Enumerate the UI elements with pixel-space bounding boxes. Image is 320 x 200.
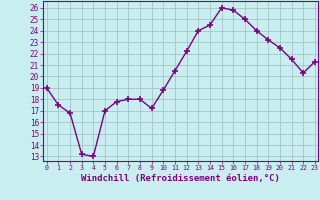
X-axis label: Windchill (Refroidissement éolien,°C): Windchill (Refroidissement éolien,°C) [81,174,280,183]
